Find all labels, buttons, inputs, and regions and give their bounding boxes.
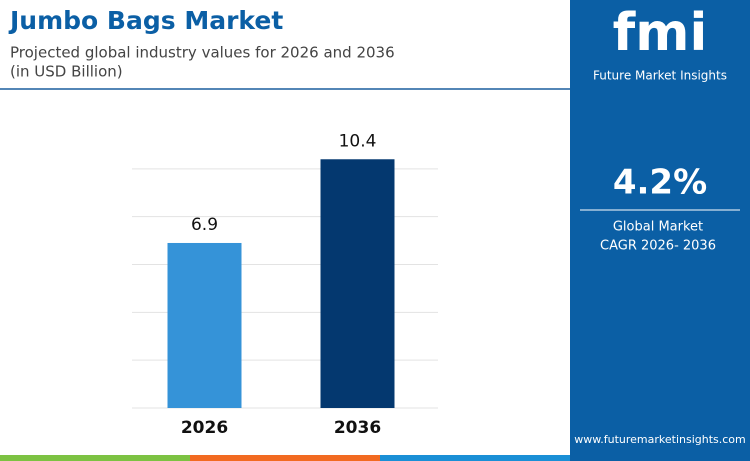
cagr-label: Global Market: [613, 220, 703, 235]
brand: Future Market Insights: [593, 69, 727, 83]
cagr-value: 4.2%: [613, 163, 707, 203]
stripe: [0, 455, 190, 461]
stripe: [570, 455, 750, 461]
side-panel: [570, 0, 750, 455]
bar: [167, 242, 242, 408]
data-label: 10.4: [339, 131, 377, 151]
website: www.futuremarketinsights.com: [574, 433, 746, 446]
data-label: 6.9: [191, 215, 218, 235]
bar: [320, 159, 395, 408]
stripe: [380, 455, 570, 461]
logo: fmi: [613, 3, 708, 63]
subtitle: Projected global industry values for 202…: [10, 44, 395, 62]
stripe: [190, 455, 380, 461]
cagr-label: CAGR 2026- 2036: [600, 239, 716, 254]
subtitle: (in USD Billion): [10, 63, 123, 81]
chart-title: Jumbo Bags Market: [8, 6, 283, 35]
x-tick-label: 2026: [181, 418, 228, 438]
x-tick-label: 2036: [334, 418, 381, 438]
